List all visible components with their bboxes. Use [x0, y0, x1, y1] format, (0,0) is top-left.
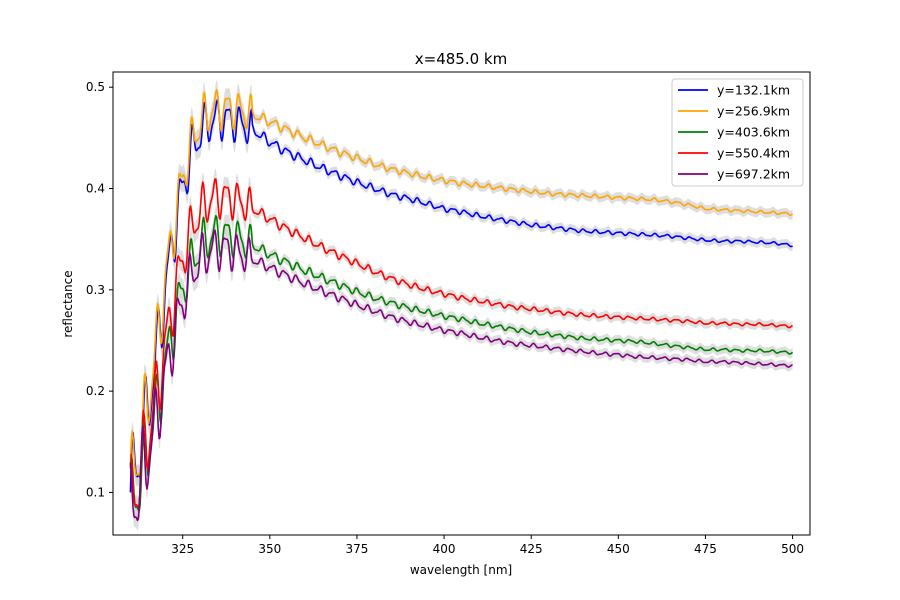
- y-tick-label: 0.1: [86, 485, 105, 499]
- x-tick-label: 350: [258, 542, 281, 556]
- y-axis-label: reflectance: [61, 270, 75, 337]
- y-tick-label: 0.3: [86, 283, 105, 297]
- x-tick-label: 450: [607, 542, 630, 556]
- legend-label: y=550.4km: [717, 146, 790, 161]
- x-tick-label: 375: [345, 542, 368, 556]
- y-tick-label: 0.4: [86, 182, 105, 196]
- x-tick-label: 500: [781, 542, 804, 556]
- series-line: [129, 88, 794, 477]
- series-line: [129, 99, 793, 493]
- legend-label: y=403.6km: [717, 125, 790, 140]
- x-axis-ticks: 325 350 375 400 425 450 475 500: [171, 535, 804, 556]
- y-tick-label: 0.2: [86, 384, 105, 398]
- legend-frame: [671, 78, 804, 187]
- x-tick-label: 325: [171, 542, 194, 556]
- y-axis-ticks: 0.1 0.2 0.3 0.4 0.5: [86, 80, 113, 499]
- legend: y=132.1km y=256.9km y=403.6km y=550.4km y=69…: [671, 78, 804, 187]
- x-tick-label: 475: [694, 542, 717, 556]
- chart-title: x=485.0 km: [415, 50, 507, 68]
- series-line: [130, 178, 793, 509]
- legend-label: y=256.9km: [717, 104, 790, 119]
- x-tick-label: 425: [520, 542, 543, 556]
- x-tick-label: 400: [433, 542, 456, 556]
- series-lines: [129, 88, 794, 522]
- legend-label: y=132.1km: [717, 83, 790, 98]
- series-line: [129, 215, 794, 512]
- legend-label: y=697.2km: [717, 167, 790, 182]
- plot-frame: [112, 71, 811, 536]
- x-axis-label: wavelength [nm]: [410, 563, 512, 577]
- y-tick-label: 0.5: [86, 80, 105, 94]
- series-line: [129, 229, 793, 522]
